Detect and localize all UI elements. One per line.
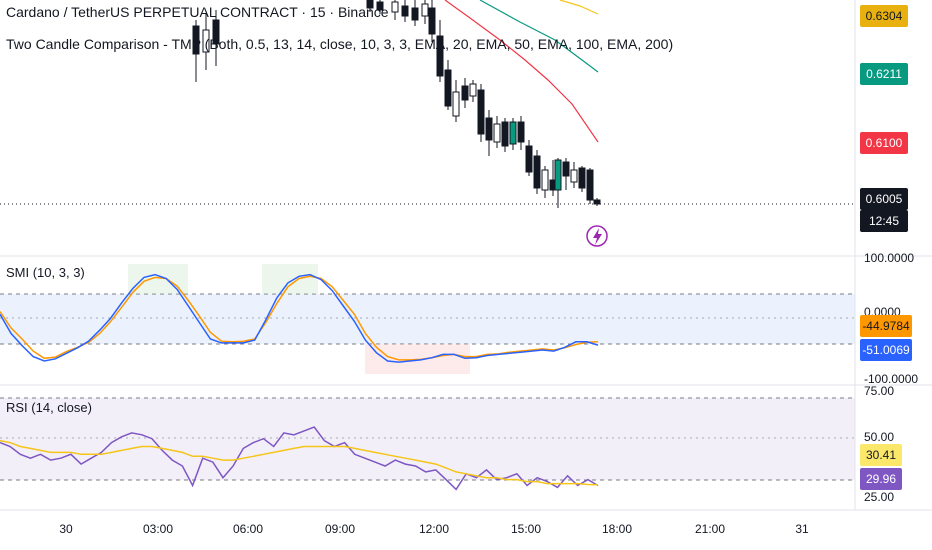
- time-tick: 03:00: [142, 522, 174, 536]
- smi-pane-label[interactable]: SMI (10, 3, 3): [6, 265, 85, 280]
- rsi-ma-value-label: 30.41: [860, 444, 902, 466]
- signal-value-label: -51.0069: [860, 339, 912, 361]
- time-tick: 15:00: [510, 522, 542, 536]
- ema-red-price-label: 0.6100: [860, 132, 908, 154]
- smi-overbought-fill: [262, 264, 318, 294]
- rsi-axis-top: 75.00: [864, 384, 895, 398]
- last-price-label: 0.6005: [860, 188, 908, 210]
- candles-group[interactable]: [192, 0, 601, 208]
- smi-band: [0, 294, 855, 344]
- time-tick: 30: [59, 522, 73, 536]
- time-tick: 18:00: [601, 522, 633, 536]
- smi-axis-bottom: -100.0000: [864, 372, 919, 386]
- rsi-series-0-line[interactable]: [0, 426, 599, 491]
- time-tick: 09:00: [324, 522, 356, 536]
- smi-value-label: -44.9784: [860, 315, 912, 337]
- ema-yellow-line: [559, 0, 599, 15]
- time-tick: 31: [795, 522, 809, 536]
- smi-overbought-fill: [128, 264, 188, 294]
- ema-green-price-label: 0.6211: [860, 63, 908, 85]
- lightning-event-icon[interactable]: [586, 225, 608, 247]
- ema-red-line: [444, 0, 599, 143]
- ema-green-line: [479, 0, 599, 73]
- time-tick: 06:00: [232, 522, 264, 536]
- rsi-band: [0, 398, 855, 480]
- rsi-series-1-line[interactable]: [0, 439, 599, 486]
- rsi-axis-bottom: 25.00: [864, 490, 895, 504]
- smi-series-1-line[interactable]: [0, 273, 599, 363]
- time-tick: 12:00: [418, 522, 450, 536]
- ema-yellow-price-label: 0.6304: [860, 5, 908, 27]
- symbol-title[interactable]: Cardano / TetherUS PERPETUAL CONTRACT · …: [6, 4, 389, 20]
- countdown-label: 12:45: [860, 210, 908, 232]
- rsi-lines: [0, 426, 599, 491]
- smi-axis-top: 100.0000: [864, 251, 915, 265]
- rsi-value-label: 29.96: [860, 468, 902, 490]
- time-tick: 21:00: [694, 522, 726, 536]
- rsi-axis-mid: 50.00: [864, 430, 895, 444]
- indicator-legend[interactable]: Two Candle Comparison - TMP (Both, 0.5, …: [6, 36, 674, 52]
- smi-lines: [0, 273, 599, 363]
- price-pane[interactable]: [0, 0, 855, 255]
- rsi-pane-label[interactable]: RSI (14, close): [6, 400, 92, 415]
